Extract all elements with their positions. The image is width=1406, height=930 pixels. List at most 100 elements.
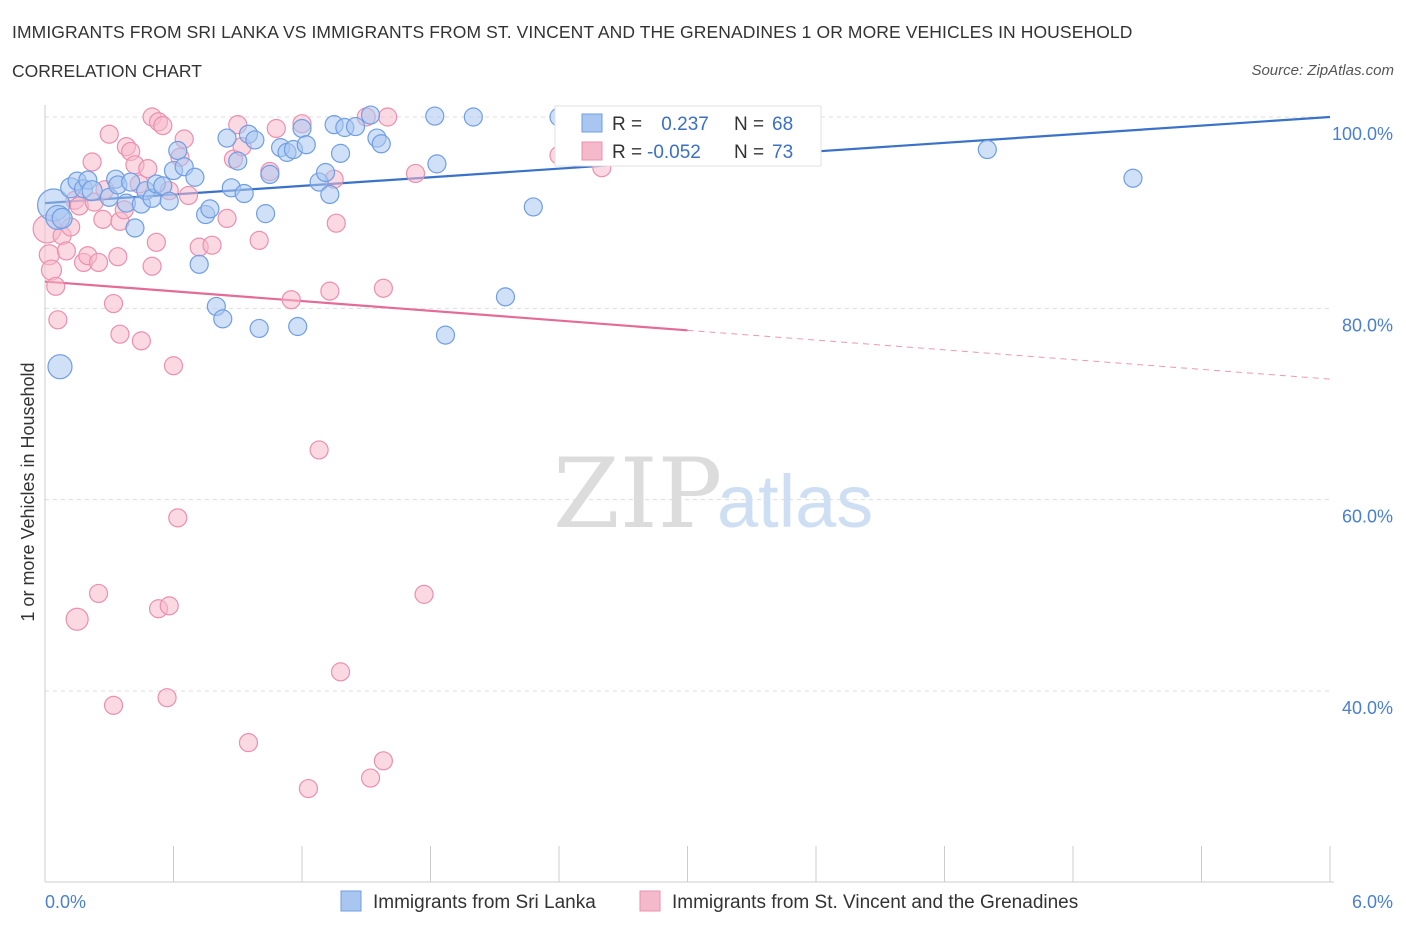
- x-tick-labels: 0.0% 6.0%: [45, 892, 1393, 912]
- point-st-vincent: [373, 278, 393, 298]
- point-st-vincent: [298, 778, 319, 799]
- point-sri-lanka: [427, 154, 447, 174]
- point-st-vincent: [309, 440, 329, 460]
- point-sri-lanka: [159, 191, 179, 211]
- point-sri-lanka: [345, 116, 366, 137]
- legend-swatch-st-vincent: [639, 890, 661, 912]
- y-tick-label: 100.0%: [1332, 124, 1393, 144]
- point-st-vincent: [414, 584, 434, 604]
- point-st-vincent: [238, 733, 259, 753]
- point-st-vincent: [266, 118, 286, 139]
- point-sri-lanka: [495, 287, 516, 307]
- y-tick-label: 40.0%: [1342, 698, 1393, 718]
- point-st-vincent: [163, 356, 184, 376]
- point-sri-lanka: [121, 172, 141, 192]
- point-st-vincent: [281, 290, 301, 310]
- point-st-vincent: [65, 607, 89, 631]
- point-st-vincent: [110, 324, 130, 344]
- point-sri-lanka: [463, 107, 483, 127]
- point-sri-lanka: [189, 254, 209, 274]
- point-sri-lanka: [249, 318, 269, 339]
- point-st-vincent: [178, 185, 199, 206]
- point-st-vincent: [103, 293, 124, 314]
- point-st-vincent: [217, 208, 237, 229]
- stats-n-label-pink: N =: [734, 142, 764, 163]
- point-sri-lanka: [523, 197, 543, 217]
- point-st-vincent: [378, 107, 398, 127]
- point-st-vincent: [103, 695, 124, 715]
- point-sri-lanka: [1123, 168, 1143, 188]
- y-tick-label: 80.0%: [1342, 315, 1393, 335]
- point-sri-lanka: [255, 204, 276, 224]
- point-st-vincent: [326, 213, 346, 233]
- point-sri-lanka: [245, 130, 265, 150]
- stats-n-label-blue: N =: [734, 114, 764, 135]
- point-st-vincent: [168, 508, 188, 528]
- point-sri-lanka: [977, 139, 997, 160]
- point-sri-lanka: [51, 207, 73, 230]
- legend-swatch-sri-lanka: [340, 890, 362, 912]
- point-st-vincent: [360, 768, 381, 788]
- stats-r-value-pink: -0.052: [647, 142, 701, 163]
- point-st-vincent: [202, 235, 222, 255]
- stats-swatch-pink: [581, 141, 603, 161]
- point-st-vincent: [56, 241, 77, 261]
- data-points: [32, 105, 1143, 799]
- chart-title: IMMIGRANTS FROM SRI LANKA VS IMMIGRANTS …: [12, 22, 1133, 42]
- point-st-vincent: [138, 159, 158, 179]
- x-tick-label: 6.0%: [1352, 892, 1393, 912]
- stats-r-label-blue: R =: [612, 114, 642, 135]
- watermark-atlas: atlas: [717, 460, 873, 543]
- point-sri-lanka: [200, 199, 220, 219]
- point-st-vincent: [142, 256, 162, 276]
- point-sri-lanka: [228, 151, 248, 171]
- point-sri-lanka: [425, 106, 445, 126]
- point-st-vincent: [146, 232, 166, 252]
- point-sri-lanka: [292, 118, 312, 139]
- point-st-vincent: [88, 252, 109, 273]
- legend-label-st-vincent: Immigrants from St. Vincent and the Gren…: [672, 892, 1078, 913]
- stats-n-value-pink: 73: [772, 142, 793, 163]
- trend-line-st-vincent: [44, 280, 688, 332]
- point-st-vincent: [249, 230, 269, 251]
- y-tick-label: 60.0%: [1342, 507, 1393, 527]
- point-sri-lanka: [315, 162, 336, 183]
- point-sri-lanka: [330, 143, 351, 163]
- point-sri-lanka: [234, 183, 254, 204]
- point-sri-lanka: [213, 309, 233, 329]
- point-st-vincent: [99, 124, 119, 144]
- point-st-vincent: [108, 247, 128, 267]
- y-axis-title: 1 or more Vehicles in Household: [18, 362, 38, 621]
- series-legend: Immigrants from Sri Lanka Immigrants fro…: [340, 890, 1078, 913]
- point-st-vincent: [159, 596, 179, 616]
- point-st-vincent: [88, 583, 109, 604]
- point-sri-lanka: [360, 105, 381, 125]
- point-st-vincent: [330, 662, 351, 682]
- point-st-vincent: [93, 209, 113, 229]
- point-st-vincent: [320, 281, 340, 301]
- watermark: ZIP atlas: [553, 438, 873, 550]
- point-sri-lanka: [217, 128, 237, 148]
- point-sri-lanka: [168, 140, 188, 161]
- point-sri-lanka: [47, 354, 73, 380]
- grid: [45, 116, 1330, 692]
- y-tick-labels: 100.0% 80.0% 60.0% 40.0%: [1332, 124, 1393, 718]
- point-sri-lanka: [185, 167, 205, 187]
- point-st-vincent: [82, 152, 102, 172]
- point-sri-lanka: [260, 164, 280, 184]
- point-st-vincent: [153, 116, 173, 136]
- stats-legend: R = 0.237 N = 68 R = -0.052 N = 73: [554, 105, 822, 167]
- source-credit: Source: ZipAtlas.com: [1251, 62, 1394, 79]
- point-sri-lanka: [371, 134, 391, 154]
- stats-n-value-blue: 68: [772, 114, 793, 135]
- point-st-vincent: [157, 688, 177, 708]
- stats-swatch-blue: [581, 113, 603, 133]
- point-st-vincent: [373, 751, 393, 771]
- point-sri-lanka: [320, 184, 340, 205]
- point-sri-lanka: [81, 180, 103, 202]
- legend-label-sri-lanka: Immigrants from Sri Lanka: [373, 892, 596, 913]
- point-st-vincent: [46, 276, 66, 296]
- point-sri-lanka: [125, 218, 145, 238]
- watermark-zip: ZIP: [553, 438, 722, 550]
